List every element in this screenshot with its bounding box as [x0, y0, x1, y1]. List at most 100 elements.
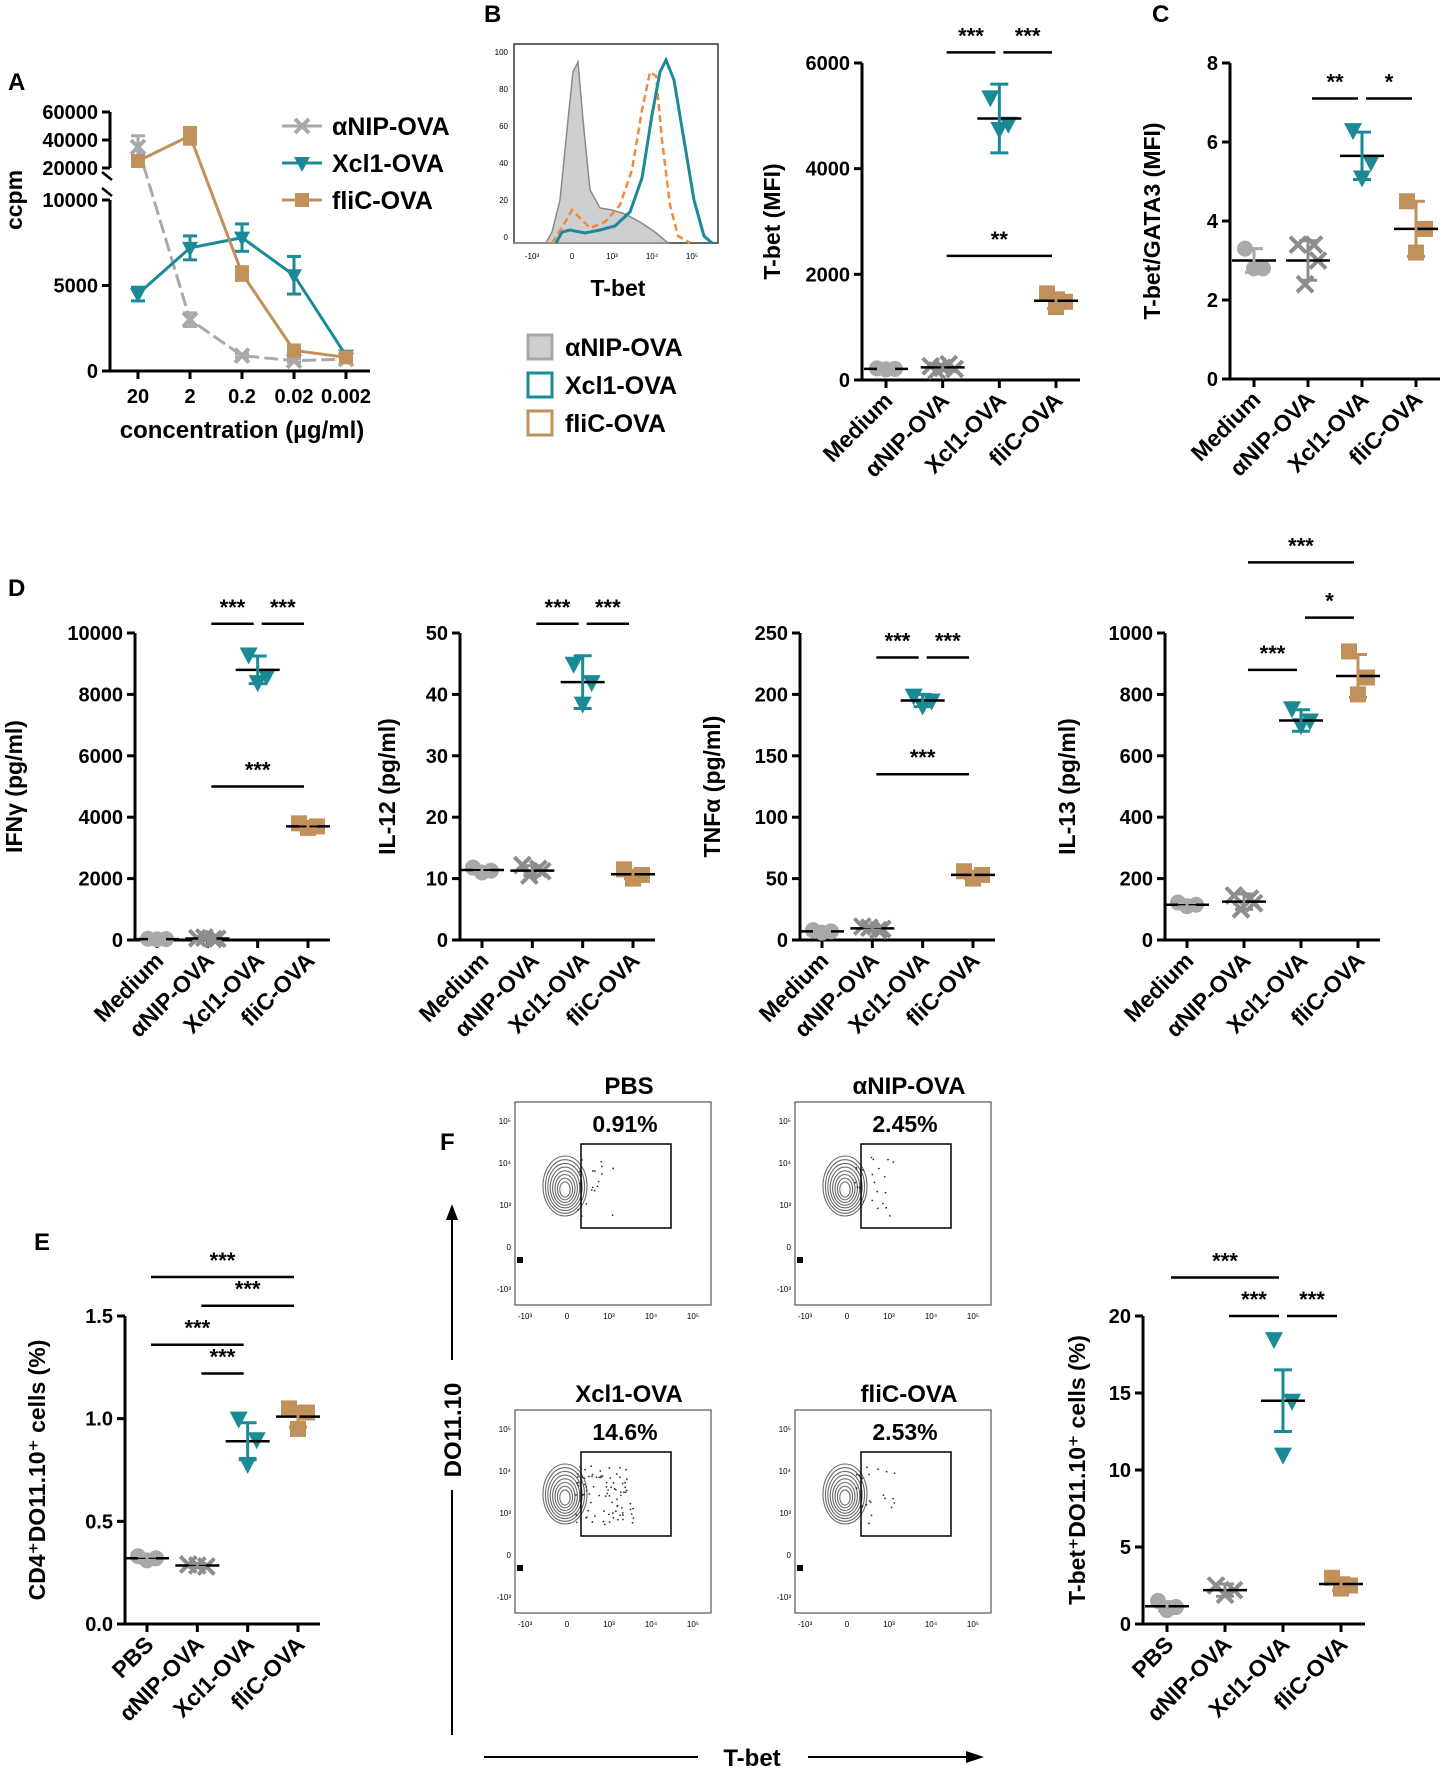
event-dot: [876, 1190, 879, 1193]
event-dot: [870, 1514, 873, 1517]
flow-y-tick: 10⁵: [499, 1425, 511, 1434]
significance-label: ***: [245, 758, 271, 783]
y-tick-label: 4: [1207, 211, 1219, 233]
y-tick-label: 5000: [54, 276, 99, 298]
event-dot: [575, 1513, 578, 1516]
event-dot: [585, 1489, 588, 1492]
event-dot: [855, 1168, 858, 1170]
event-dot: [855, 1473, 858, 1476]
significance-label: ***: [235, 1277, 261, 1302]
event-dot: [594, 1170, 596, 1173]
event-dot: [595, 1476, 598, 1479]
event-dot: [605, 1486, 608, 1488]
event-dot: [619, 1514, 622, 1517]
event-dot: [632, 1507, 635, 1510]
y-tick-label: 10000: [67, 623, 123, 645]
histogram-y-tick: 60: [499, 122, 508, 131]
event-dot: [619, 1491, 622, 1494]
histogram-x-tick: 10³: [606, 252, 618, 261]
histogram-x-tick: 10⁴: [646, 252, 659, 261]
event-dot: [578, 1170, 581, 1173]
y-tick-label: 200: [755, 684, 788, 706]
flow-x-tick: 10⁴: [925, 1312, 938, 1321]
contour-ring: [556, 1485, 574, 1509]
y-tick-label: 60000: [42, 102, 98, 124]
event-dot: [616, 1498, 618, 1501]
event-dot: [579, 1465, 581, 1468]
panel-label-c: C: [1152, 1, 1169, 28]
gate: [860, 1143, 952, 1229]
event-dot: [611, 1512, 614, 1514]
event-dot: [579, 1495, 582, 1498]
contour-ring: [554, 1173, 576, 1204]
data-point: [981, 90, 1000, 108]
event-dot: [862, 1200, 865, 1203]
data-point: [1341, 643, 1357, 660]
significance-label: ***: [1212, 1249, 1238, 1274]
significance-label: ***: [270, 595, 296, 620]
y-tick-label: 0: [839, 370, 850, 392]
flow-y-tick: 10⁴: [779, 1159, 792, 1168]
y-axis-title: IL-12 (pg/ml): [374, 718, 400, 855]
event-dot: [575, 1494, 577, 1496]
event-dot: [599, 1475, 602, 1478]
event-dot: [616, 1505, 619, 1508]
gate: [580, 1143, 672, 1229]
y-tick-label: 250: [755, 623, 788, 645]
event-dot: [866, 1466, 868, 1469]
event-dot: [630, 1513, 633, 1516]
significance-label: *: [1325, 589, 1334, 614]
flow-y-tick: -10³: [777, 1593, 792, 1602]
event-dot: [607, 1489, 609, 1491]
event-dot: [869, 1501, 872, 1504]
legend-label: αNIP-OVA: [332, 113, 450, 141]
event-dot: [581, 1159, 583, 1161]
event-dot: [621, 1511, 624, 1514]
event-dot: [868, 1500, 871, 1502]
data-point: [290, 1420, 306, 1437]
event-dot: [584, 1468, 586, 1471]
event-dot: [619, 1476, 621, 1479]
flow-x-tick: 10⁴: [645, 1312, 658, 1321]
flow-x-tick: -10³: [798, 1620, 813, 1629]
y-tick-label: 8000: [79, 684, 124, 706]
contour-ring: [824, 1467, 866, 1522]
event-dot: [600, 1476, 602, 1479]
x-axis-title: concentration (µg/ml): [120, 417, 365, 444]
data-point: [234, 231, 250, 247]
data-point: [182, 241, 198, 257]
contour-ring: [556, 1177, 574, 1201]
event-dot: [629, 1508, 632, 1511]
y-tick-label: 6000: [806, 53, 851, 75]
event-dot: [870, 1156, 873, 1159]
flow-x-tick: 10⁵: [687, 1312, 699, 1321]
event-dot: [606, 1492, 609, 1495]
significance-label: ***: [1015, 23, 1041, 48]
histogram-y-tick: 80: [499, 85, 508, 94]
x-tick-label: 2: [184, 386, 195, 408]
event-dot: [591, 1521, 594, 1523]
event-dot: [577, 1208, 580, 1211]
y-tick-label: 4000: [79, 807, 124, 829]
data-point: [1362, 154, 1380, 172]
data-point: [1274, 1447, 1292, 1465]
flow-x-tick: 10³: [603, 1312, 615, 1321]
event-dot: [625, 1478, 628, 1481]
x-tick-label: 0.2: [228, 386, 256, 408]
event-dot: [854, 1181, 857, 1184]
event-dot: [858, 1186, 861, 1189]
flow-y-tick: 10³: [499, 1509, 511, 1518]
event-dot: [614, 1488, 617, 1491]
series-line: [137, 236, 348, 357]
contour-ring: [839, 1489, 851, 1506]
event-dot: [579, 1485, 582, 1487]
event-dot: [608, 1521, 611, 1524]
event-dot: [861, 1505, 864, 1508]
event-dot: [611, 1214, 614, 1217]
contour-ring: [542, 1155, 588, 1217]
significance-label: ***: [1299, 1287, 1325, 1312]
x-axis-title: T-bet: [723, 1745, 780, 1772]
